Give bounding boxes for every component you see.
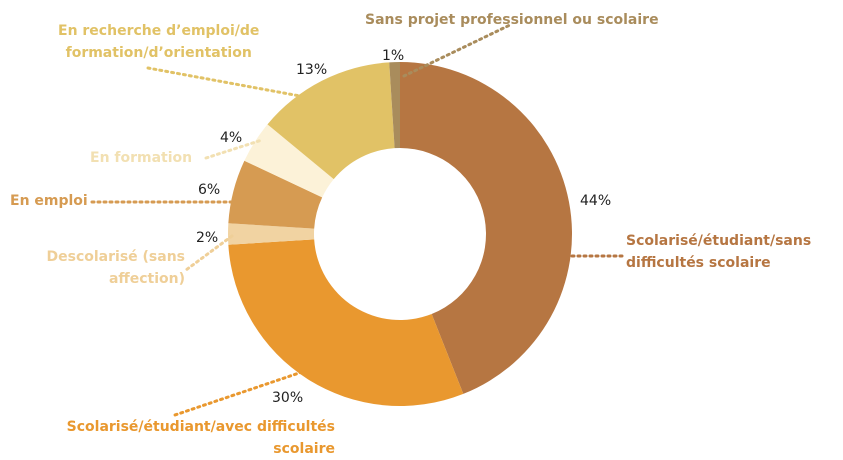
donut-slice	[400, 62, 572, 394]
leader-line	[170, 370, 304, 418]
donut-slice	[228, 239, 464, 406]
donut-slice	[228, 160, 323, 229]
value-label: 1%	[382, 48, 405, 64]
value-label: 30%	[272, 390, 304, 406]
category-label: En formation	[90, 150, 193, 166]
value-label: 2%	[196, 230, 219, 246]
leader-line	[204, 138, 264, 160]
leader-line	[402, 22, 514, 78]
leader-line	[146, 66, 302, 98]
category-label: En emploi	[10, 193, 88, 209]
category-label: Scolarisé/étudiant/avec difficultés scol…	[66, 419, 335, 457]
value-label: 13%	[296, 62, 328, 78]
category-label: Descolarisé (sans affection)	[46, 249, 186, 287]
leader-line	[184, 234, 234, 272]
value-label: 44%	[580, 193, 612, 209]
donut-slice	[244, 124, 334, 198]
donut-slice	[389, 62, 400, 149]
donut-slice	[228, 223, 315, 245]
category-label: Sans projet professionnel ou scolaire	[365, 12, 659, 28]
donut-slice	[267, 62, 395, 180]
category-label: En recherche d’emploi/de formation/d’ori…	[58, 23, 260, 61]
value-label: 6%	[198, 182, 221, 198]
value-label: 4%	[220, 130, 243, 146]
category-label: Scolarisé/étudiant/sans difficultés scol…	[626, 233, 812, 271]
